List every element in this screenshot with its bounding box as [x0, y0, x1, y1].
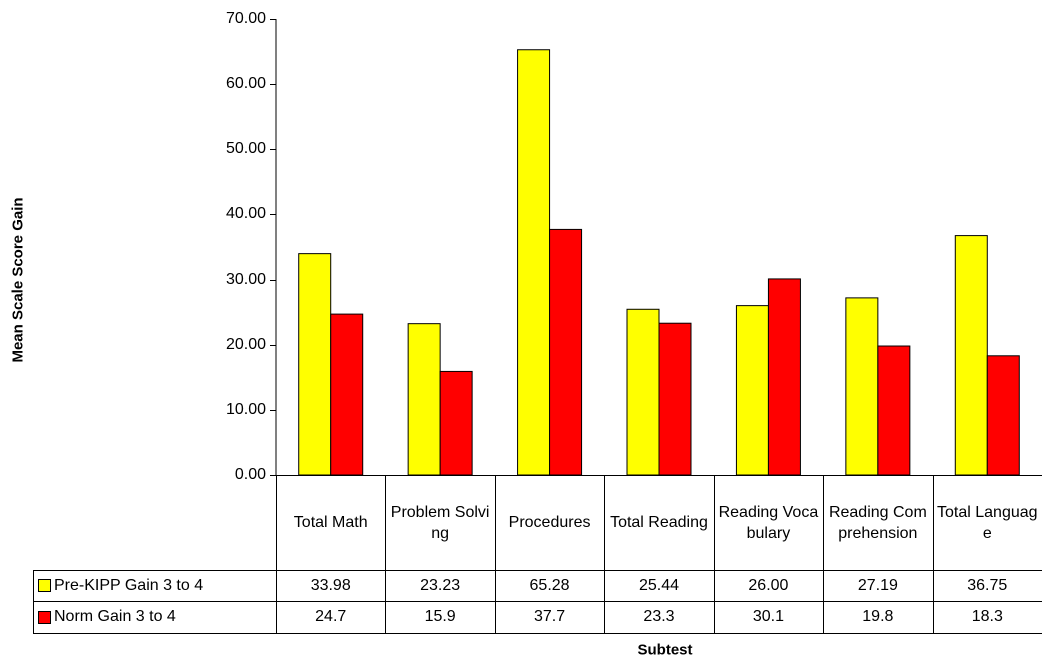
data-table-value: 30.1	[752, 608, 784, 625]
y-tick-label: 20.00	[225, 335, 266, 353]
category-label-text: Reading Vocabulary	[718, 503, 819, 542]
category-label: Total Math	[279, 478, 382, 567]
y-tick-label: 50.00	[225, 139, 266, 157]
bar-norm	[330, 313, 364, 476]
data-table-value: 18.3	[971, 608, 1003, 625]
bar-pre-kipp	[298, 253, 332, 476]
data-table-value: 37.7	[533, 608, 566, 625]
y-tick-label: 10.00	[225, 400, 266, 418]
y-tick-label: 0.00	[234, 465, 266, 483]
bar-norm	[549, 228, 583, 476]
data-table-value: 65.28	[529, 576, 570, 594]
legend-label: Norm Gain 3 to 4	[54, 608, 176, 625]
data-table-value: 27.19	[857, 576, 898, 594]
bar-norm	[439, 370, 473, 476]
category-label: Total Reading	[607, 478, 710, 567]
category-label-text: Procedures	[508, 514, 591, 531]
category-label-text: Total Math	[293, 514, 368, 531]
bar-pre-kipp	[954, 235, 988, 476]
legend-entry: Pre-KIPP Gain 3 to 4	[35, 570, 203, 601]
data-table-value: 15.9	[424, 608, 456, 625]
data-table-value: 24.7	[315, 608, 347, 625]
bar-pre-kipp	[626, 308, 660, 476]
legend-swatch	[38, 610, 51, 624]
data-table-value: 19.8	[862, 608, 894, 625]
category-label: Reading Vocabulary	[717, 478, 820, 567]
data-table-value: 26.00	[748, 576, 789, 594]
category-label: Total Language	[936, 478, 1039, 567]
y-tick-label: 30.00	[225, 270, 266, 288]
bar-norm	[658, 322, 692, 476]
category-label: Problem Solving	[388, 478, 491, 567]
data-table-value: 33.98	[310, 576, 351, 594]
bar-pre-kipp	[517, 49, 551, 476]
data-table-value: 36.75	[967, 576, 1008, 594]
category-label-text: Total Language	[937, 503, 1038, 542]
bar-norm	[767, 278, 801, 476]
legend-swatch	[38, 579, 51, 592]
category-label-text: Reading Comprehension	[828, 503, 927, 542]
y-tick-label: 60.00	[225, 74, 266, 92]
bar-pre-kipp	[735, 305, 769, 476]
legend-entry: Norm Gain 3 to 4	[35, 601, 176, 633]
bar-norm	[986, 355, 1020, 476]
category-label-text: Problem Solving	[390, 503, 490, 542]
bar-norm	[877, 345, 911, 476]
y-tick-label: 70.00	[225, 9, 266, 27]
data-table-value: 23.3	[643, 608, 675, 625]
category-label: Procedures	[498, 478, 601, 567]
bar-pre-kipp	[407, 323, 441, 476]
data-table-value: 25.44	[638, 576, 680, 594]
data-table-value: 23.23	[420, 576, 461, 594]
y-axis-label: Mean Scale Score Gain	[9, 197, 27, 363]
category-label: Reading Comprehension	[826, 478, 929, 567]
legend-label: Pre-KIPP Gain 3 to 4	[54, 576, 204, 594]
bar-pre-kipp	[845, 297, 879, 476]
y-tick-label: 40.00	[225, 204, 266, 222]
category-label-text: Total Reading	[610, 514, 708, 531]
x-axis-label: Subtest	[637, 641, 693, 659]
